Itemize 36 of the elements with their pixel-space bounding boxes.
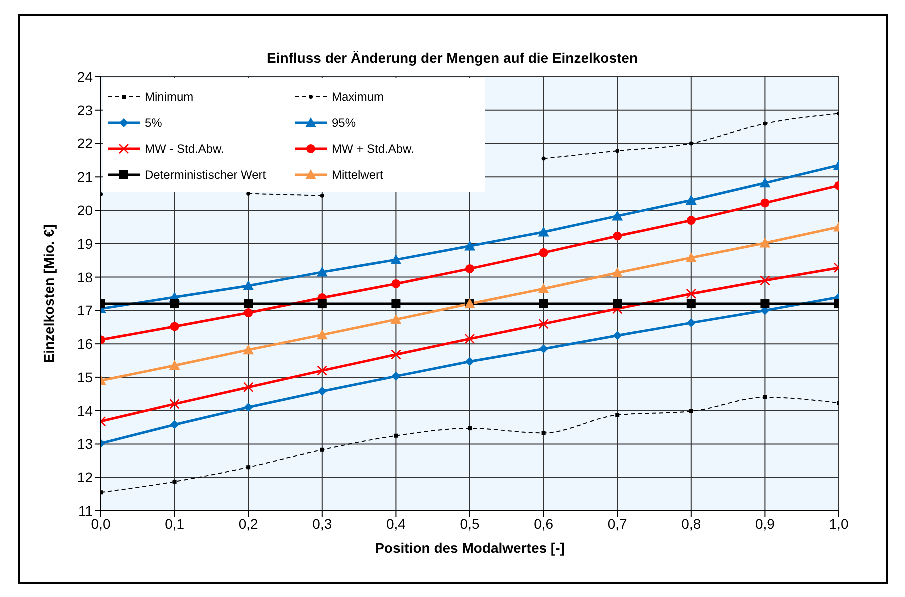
x-tick-label: 0,0: [91, 516, 111, 532]
legend-label: MW + Std.Abw.: [332, 142, 414, 156]
y-tick-label: 21: [77, 169, 94, 186]
legend-label: 5%: [145, 116, 162, 130]
y-tick-label: 12: [77, 470, 94, 486]
chart-title: Einfluss der Änderung der Mengen auf die Einzelkosten: [266, 50, 640, 66]
x-tick-label: 0,4: [386, 516, 406, 532]
y-tick-label: 19: [77, 236, 94, 252]
x-axis-title: Position des Modalwertes [-]: [375, 540, 565, 556]
legend-label: Mittelwert: [332, 168, 384, 182]
legend-label: Minimum: [145, 90, 194, 104]
y-tick-label: 16: [77, 336, 94, 352]
y-tick-label: 24: [77, 68, 94, 85]
y-tick-label: 18: [77, 269, 94, 286]
y-tick-label: 17: [77, 302, 94, 319]
legend-label: 95%: [332, 116, 356, 130]
x-tick-label: 0,7: [608, 516, 628, 532]
x-tick-label: 0,5: [460, 516, 480, 532]
x-tick-label: 0,2: [238, 516, 259, 532]
y-tick-label: 13: [77, 436, 94, 452]
y-tick-label: 14: [77, 402, 94, 419]
y-tick-label: 23: [77, 102, 94, 118]
y-tick-label: 22: [77, 136, 94, 152]
legend-label: Deterministischer Wert: [145, 168, 266, 182]
y-axis-title: Einzelkosten [Mio. €]: [40, 224, 57, 364]
y-tick-label: 20: [77, 202, 94, 219]
x-tick-label: 0,9: [755, 516, 776, 532]
legend-label: MW - Std.Abw.: [145, 142, 224, 156]
x-tick-label: 0,3: [312, 516, 332, 532]
x-tick-label: 0,1: [165, 516, 185, 532]
x-tick-label: 1,0: [829, 516, 849, 532]
x-tick-label: 0,8: [682, 516, 702, 532]
y-tick-label: 11: [78, 502, 94, 519]
legend-label: Maximum: [332, 90, 384, 104]
y-tick-label: 15: [77, 369, 94, 386]
x-tick-label: 0,6: [534, 516, 554, 532]
